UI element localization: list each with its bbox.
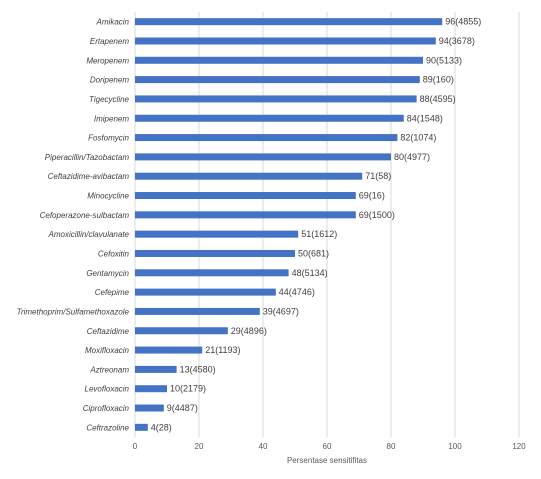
bar bbox=[135, 114, 404, 122]
x-tick-label: 60 bbox=[323, 442, 332, 451]
x-tick-label: 0 bbox=[133, 442, 138, 451]
x-tick-labels: 0 20 40 60 80 100 120 bbox=[133, 442, 526, 451]
category-label: Amoxicillin/clavulanate bbox=[48, 230, 130, 239]
category-label: Trimethoprim/Sulfamethoxazole bbox=[17, 307, 130, 316]
category-label: Minocycline bbox=[87, 192, 129, 201]
data-label: 96(4855) bbox=[445, 17, 481, 27]
bar bbox=[135, 37, 436, 45]
bar bbox=[135, 269, 289, 277]
data-label: 39(4697) bbox=[263, 306, 299, 316]
bar bbox=[135, 423, 148, 431]
bar bbox=[135, 346, 203, 354]
category-label: Ceftazidime-avibactam bbox=[48, 172, 130, 181]
data-labels: 96(4855) 94(3678) 90(5133) 89(160) 88(4595) 8… bbox=[151, 17, 481, 433]
bar bbox=[135, 172, 363, 180]
x-tick-label: 100 bbox=[448, 442, 462, 451]
bar bbox=[135, 288, 276, 296]
data-label: 51(1612) bbox=[301, 229, 337, 239]
bar bbox=[135, 56, 423, 64]
category-label: Ceftrazoline bbox=[86, 423, 129, 432]
data-label: 84(1548) bbox=[407, 113, 443, 123]
data-label: 44(4746) bbox=[279, 287, 315, 297]
category-label: Doripenem bbox=[90, 76, 129, 85]
category-label: Cefoxitin bbox=[98, 249, 130, 258]
bar bbox=[135, 95, 417, 103]
data-label: 69(1500) bbox=[359, 210, 395, 220]
data-label: 21(1193) bbox=[205, 345, 240, 355]
bar bbox=[135, 134, 398, 142]
data-label: 29(4896) bbox=[231, 326, 267, 336]
category-label: Ceftazidime bbox=[87, 327, 130, 336]
x-tick-label: 20 bbox=[195, 442, 204, 451]
category-label: Cefepime bbox=[95, 288, 130, 297]
bar bbox=[135, 76, 420, 84]
bar bbox=[135, 404, 164, 412]
bar bbox=[135, 327, 228, 335]
data-label: 80(4977) bbox=[394, 152, 430, 162]
bar bbox=[135, 211, 356, 219]
x-tick-label: 120 bbox=[512, 442, 526, 451]
category-label: Meropenem bbox=[86, 56, 129, 65]
bar bbox=[135, 153, 391, 161]
category-label: Tigecycline bbox=[89, 95, 129, 104]
data-label: 89(160) bbox=[423, 75, 454, 85]
data-label: 9(4487) bbox=[167, 403, 198, 413]
category-label: Fosfomycin bbox=[88, 134, 129, 143]
category-label: Gentamycin bbox=[86, 269, 129, 278]
category-label: Levofloxacin bbox=[85, 385, 130, 394]
data-label: 13(4580) bbox=[180, 364, 216, 374]
x-axis-title: Persentase sensitifitas bbox=[287, 456, 367, 465]
data-label: 4(28) bbox=[151, 422, 172, 432]
category-label: Imipenem bbox=[94, 114, 129, 123]
data-label: 10(2179) bbox=[170, 384, 206, 394]
category-label: Ciprofloxacin bbox=[83, 404, 130, 413]
x-tick-label: 80 bbox=[387, 442, 396, 451]
bar bbox=[135, 18, 443, 26]
bars bbox=[135, 18, 443, 431]
bar bbox=[135, 307, 260, 315]
x-tick-label: 40 bbox=[259, 442, 268, 451]
category-label: Ertapenem bbox=[90, 37, 129, 46]
data-label: 90(5133) bbox=[426, 55, 462, 65]
data-label: 69(16) bbox=[359, 191, 385, 201]
category-labels: Amikacin Ertapenem Meropenem Doripenem Tigec… bbox=[17, 18, 130, 433]
bar bbox=[135, 192, 356, 200]
category-label: Amikacin bbox=[96, 18, 130, 27]
data-label: 82(1074) bbox=[400, 133, 436, 143]
data-label: 88(4595) bbox=[420, 94, 456, 104]
bar bbox=[135, 249, 295, 257]
data-label: 71(58) bbox=[365, 171, 391, 181]
category-label: Piperacillin/Tazobactam bbox=[45, 153, 130, 162]
category-label: Aztreonam bbox=[89, 365, 129, 374]
category-label: Moxifloxacin bbox=[85, 346, 130, 355]
bar bbox=[135, 365, 177, 373]
data-label: 94(3678) bbox=[439, 36, 475, 46]
data-label: 48(5134) bbox=[292, 268, 328, 278]
data-label: 50(681) bbox=[298, 248, 329, 258]
bar bbox=[135, 230, 299, 238]
category-label: Cefoperazone-sulbactam bbox=[40, 211, 130, 220]
bar bbox=[135, 385, 167, 393]
